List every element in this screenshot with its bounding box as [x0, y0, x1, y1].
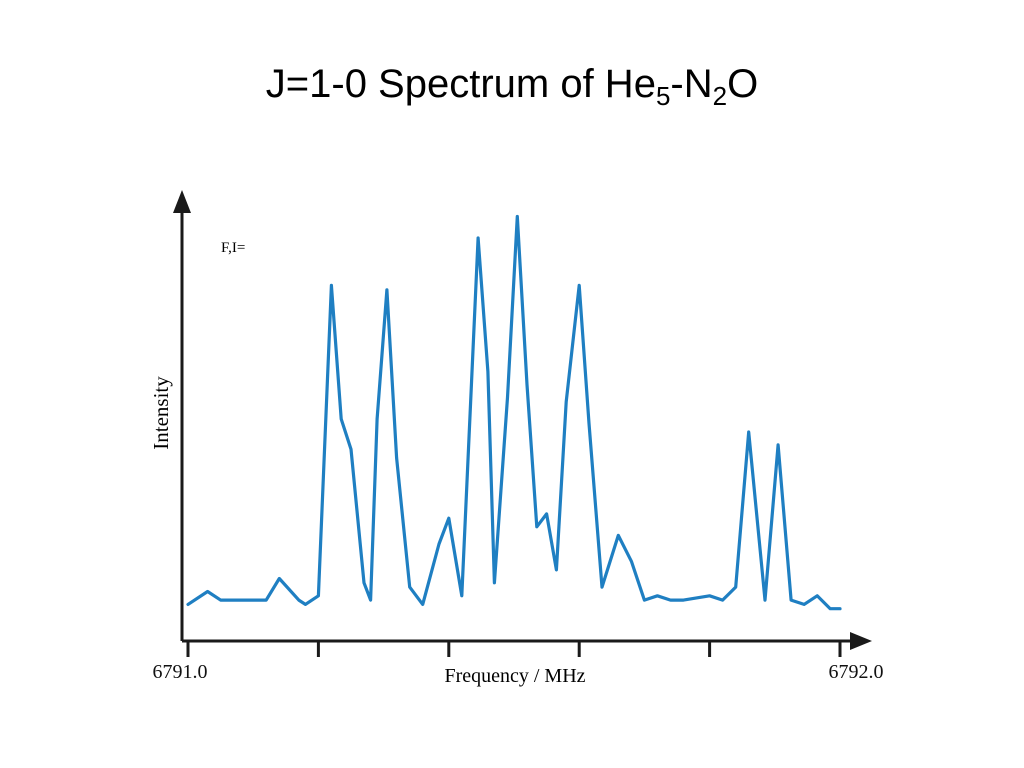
y-axis-arrow-icon [173, 190, 191, 213]
x-tick-label: 6791.0 [153, 661, 208, 683]
title-main: J=1-0 Spectrum of He [265, 62, 656, 106]
x-axis-label: Frequency / MHz [444, 665, 585, 687]
slide-title: J=1-0 Spectrum of He5-N2O [0, 62, 1024, 109]
text-layer: Intensity Frequency / MHz F,I= 6791.0 679… [149, 240, 884, 687]
title-sub-2: 2 [712, 81, 728, 111]
title-end: O [727, 62, 759, 106]
annotation-fi: F,I= [221, 240, 245, 256]
x-axis-arrow-icon [850, 632, 872, 650]
spectrum-series-line [186, 214, 842, 611]
title-mid: -N [670, 62, 713, 106]
x-tick-label: 6792.0 [829, 661, 884, 683]
y-axis-label: Intensity [149, 376, 173, 450]
title-sub-5: 5 [655, 81, 671, 111]
axes [173, 190, 872, 657]
series-layer [186, 214, 842, 611]
